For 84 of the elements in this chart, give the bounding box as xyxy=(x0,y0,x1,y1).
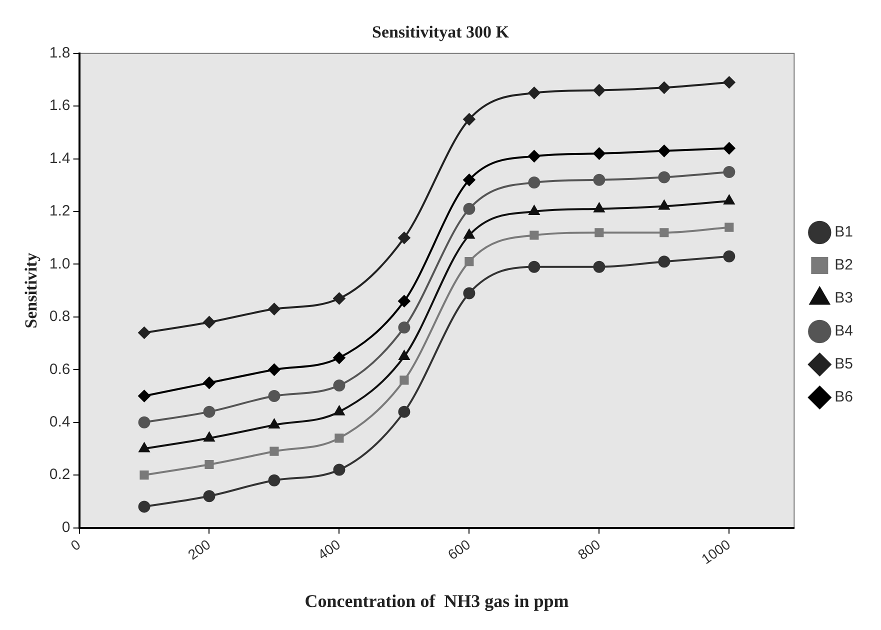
x-tick-label: 0 xyxy=(68,536,84,554)
point xyxy=(334,406,345,416)
y-tick-label: 0.6 xyxy=(49,360,70,378)
point xyxy=(203,406,216,418)
point xyxy=(140,470,149,480)
chart-title: Sensitivityat 300 K xyxy=(372,22,510,42)
point xyxy=(724,194,734,204)
legend-label: B1 xyxy=(834,224,854,241)
point xyxy=(268,474,280,486)
point xyxy=(463,202,476,215)
point xyxy=(528,176,540,189)
point xyxy=(138,326,150,339)
x-tick-label: 400 xyxy=(314,536,344,563)
y-tick-label: 0.8 xyxy=(49,308,70,326)
point xyxy=(398,350,410,360)
point xyxy=(594,228,604,238)
point xyxy=(723,142,736,154)
point xyxy=(528,150,540,162)
y-tick-label: 1.6 xyxy=(49,97,70,114)
legend-label: B2 xyxy=(834,256,854,274)
point xyxy=(594,202,605,212)
point xyxy=(464,229,475,239)
y-tick-label: 0 xyxy=(62,518,70,536)
x-tick-label: 600 xyxy=(444,536,474,563)
point xyxy=(463,287,476,300)
legend-label: B5 xyxy=(834,356,854,373)
point xyxy=(660,228,669,238)
y-tick-label: 1.0 xyxy=(49,255,70,272)
point xyxy=(203,376,216,389)
point xyxy=(463,174,476,186)
point xyxy=(658,200,670,210)
point xyxy=(268,418,280,428)
point xyxy=(398,321,410,334)
legend-label: B6 xyxy=(834,388,854,406)
point xyxy=(138,442,150,452)
point xyxy=(593,174,606,186)
point xyxy=(268,303,280,316)
point xyxy=(658,256,670,268)
x-axis-title: Concentration of NH3 gas in ppm xyxy=(304,590,569,611)
y-tick-label: 1.8 xyxy=(49,44,70,62)
point xyxy=(658,171,670,184)
point xyxy=(464,257,474,266)
point xyxy=(333,464,346,476)
x-tick-label: 200 xyxy=(184,536,214,563)
point xyxy=(658,144,670,157)
point xyxy=(268,390,280,402)
point xyxy=(528,260,540,273)
point xyxy=(334,434,344,443)
point xyxy=(528,206,540,216)
point xyxy=(724,222,734,232)
point xyxy=(333,379,346,392)
point xyxy=(203,490,216,502)
point xyxy=(333,292,346,304)
point xyxy=(138,500,150,513)
point xyxy=(593,148,606,160)
point xyxy=(268,364,280,376)
point xyxy=(398,295,410,308)
y-tick-label: 1.2 xyxy=(49,202,70,220)
point xyxy=(530,230,539,240)
y-axis-title: Sensitivity xyxy=(22,252,41,328)
point xyxy=(658,82,670,94)
point xyxy=(204,432,215,442)
y-tick-label: 0.2 xyxy=(49,466,70,484)
point xyxy=(138,416,150,428)
point xyxy=(204,460,214,470)
point xyxy=(723,250,736,262)
point xyxy=(333,352,346,364)
y-tick-label: 1.4 xyxy=(49,150,70,167)
point xyxy=(203,316,216,328)
y-tick-label: 0.4 xyxy=(49,414,70,430)
legend-label: B3 xyxy=(834,290,854,307)
point xyxy=(138,390,150,402)
point xyxy=(463,113,476,126)
point xyxy=(593,260,606,273)
point xyxy=(398,232,410,244)
point xyxy=(398,406,410,418)
point xyxy=(528,86,540,99)
legend-label: B4 xyxy=(834,322,854,340)
point xyxy=(270,446,279,456)
point xyxy=(593,84,606,96)
x-tick-label: 800 xyxy=(574,536,604,563)
point xyxy=(400,376,409,385)
point xyxy=(723,76,736,88)
point xyxy=(723,166,736,178)
